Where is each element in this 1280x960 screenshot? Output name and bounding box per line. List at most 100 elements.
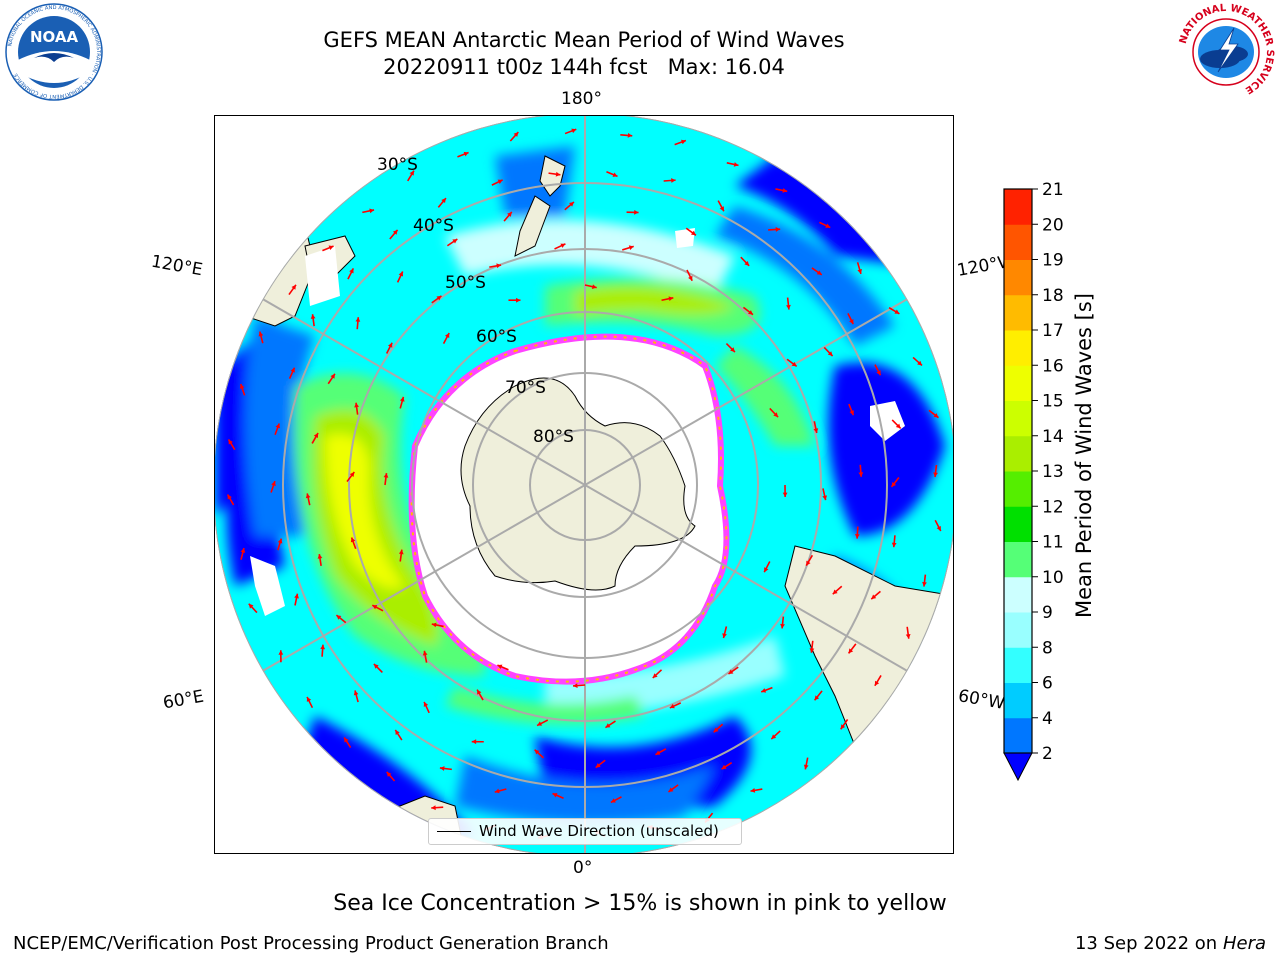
- map-legend: Wind Wave Direction (unscaled): [428, 818, 742, 845]
- colorbar-swatch: [1004, 647, 1032, 683]
- wind-wave-arrowhead: [854, 534, 860, 539]
- wind-wave-arrowhead: [291, 284, 296, 290]
- wind-wave-arrowhead: [569, 201, 574, 207]
- wind-wave-arrowhead: [441, 198, 446, 203]
- wind-wave-arrowhead: [728, 669, 734, 675]
- wind-wave-arrowhead: [349, 472, 355, 477]
- wind-wave-arrowhead: [271, 481, 276, 487]
- wind-wave-arrowhead: [813, 428, 819, 433]
- wind-wave-arrowhead: [353, 690, 359, 696]
- wind-wave-arrowhead: [444, 332, 450, 338]
- wind-wave-arrowhead: [399, 396, 405, 402]
- colorbar-tick-label: 8: [1042, 638, 1053, 658]
- footer-host: Hera: [1222, 933, 1266, 954]
- wind-wave-arrowhead: [764, 567, 769, 573]
- colorbar-swatch: [1004, 471, 1032, 507]
- wind-wave-arrowhead: [773, 412, 779, 418]
- colorbar-swatch: [1004, 506, 1032, 542]
- wind-wave-arrowhead: [806, 560, 811, 566]
- wind-wave-arrowhead: [354, 402, 359, 408]
- wind-wave-arrowhead: [933, 413, 939, 418]
- wind-wave-arrowhead: [652, 673, 658, 678]
- wind-wave-arrowhead: [832, 589, 838, 595]
- colorbar-swatch: [1004, 612, 1032, 648]
- map-frame: 30°S 40°S 50°S 60°S 70°S 80°S: [214, 115, 954, 854]
- legend-label: Wind Wave Direction (unscaled): [479, 822, 719, 840]
- wind-wave-arrowhead: [320, 644, 326, 650]
- wind-wave-arrowhead: [496, 263, 502, 269]
- wind-wave-arrowhead: [534, 749, 540, 755]
- wind-wave-arrowhead: [497, 664, 503, 670]
- polar-map: 30°S 40°S 50°S 60°S 70°S 80°S: [215, 116, 953, 853]
- colorbar-tick-label: 15: [1042, 392, 1064, 412]
- wind-wave-arrowhead: [310, 314, 316, 319]
- wind-wave-arrowhead: [344, 737, 349, 743]
- wind-wave-arrowhead: [227, 494, 232, 500]
- wind-wave-arrowhead: [791, 361, 797, 367]
- wind-wave-arrowhead: [775, 227, 781, 232]
- wind-wave-arrowhead: [894, 309, 900, 314]
- legend-line-swatch: [437, 831, 471, 832]
- wind-wave-arrowhead: [278, 650, 284, 655]
- wind-wave-arrowhead: [439, 766, 445, 771]
- lat-label-50s: 50°S: [445, 273, 486, 293]
- wind-wave-arrowhead: [917, 360, 923, 366]
- chart-title: GEFS MEAN Antarctic Mean Period of Wind …: [323, 28, 845, 52]
- wind-wave-arrowhead: [395, 729, 400, 735]
- wind-wave-arrowhead: [330, 373, 335, 379]
- colorbar-tick-label: 11: [1042, 533, 1064, 553]
- wind-wave-arrowhead: [591, 284, 597, 290]
- wind-wave-arrowhead: [816, 270, 822, 275]
- wind-wave-arrowhead: [671, 178, 676, 183]
- wind-wave-arrowhead: [294, 593, 299, 599]
- wind-wave-arrowhead: [513, 132, 519, 137]
- wind-wave-arrowhead: [497, 179, 503, 184]
- wind-wave-arrowhead: [248, 603, 254, 609]
- wind-wave-arrowhead: [825, 223, 831, 228]
- wind-wave-arrowhead: [822, 495, 827, 501]
- lon-label-120e: 120°E: [149, 251, 205, 281]
- wind-wave-arrowhead: [612, 172, 618, 177]
- lon-label-60e: 60°E: [161, 686, 206, 714]
- colorbar-tick-label: 2: [1042, 744, 1053, 764]
- wind-wave-arrowhead: [688, 275, 693, 281]
- chart-subtitle: 20220911 t00z 144h fcst Max: 16.04: [383, 55, 785, 79]
- wind-wave-arrowhead: [730, 347, 735, 353]
- wind-wave-arrowhead: [349, 268, 354, 274]
- wind-wave-arrowhead: [313, 432, 319, 438]
- wind-wave-arrowhead: [392, 229, 398, 235]
- wind-wave-arrowhead: [328, 245, 334, 250]
- wind-wave-arrowhead: [782, 188, 788, 193]
- wind-wave-arrowhead: [733, 162, 739, 167]
- noaa-logo: NOAA NATIONAL OCEANIC AND ATMOSPHERIC AD…: [5, 3, 103, 101]
- wind-wave-arrowhead: [387, 342, 393, 348]
- noaa-logo-text: NOAA: [30, 28, 79, 46]
- colorbar-tick-label: 17: [1042, 321, 1064, 341]
- colorbar-tick-label: 13: [1042, 462, 1064, 482]
- wind-wave-arrowhead: [431, 622, 437, 628]
- wind-wave-arrowhead: [809, 648, 815, 653]
- antarctica-land: [460, 377, 696, 591]
- wind-wave-arrowhead: [895, 423, 901, 429]
- wind-wave-arrowhead: [560, 243, 566, 248]
- wind-wave-arrowhead: [858, 472, 864, 477]
- wind-wave-arrowhead: [431, 805, 436, 811]
- wind-wave-arrowhead: [669, 703, 675, 709]
- colorbar-tick-label: 20: [1042, 215, 1064, 235]
- wind-wave-arrowhead: [655, 750, 661, 755]
- wind-wave-arrowhead: [516, 297, 521, 303]
- wind-wave-arrowhead: [573, 683, 578, 688]
- wind-wave-arrowhead: [398, 549, 404, 555]
- colorbar-swatch: [1004, 224, 1032, 260]
- lat-label-60s: 60°S: [476, 327, 517, 347]
- wind-wave-arrowhead: [422, 650, 428, 656]
- colorbar-under-triangle: [1003, 752, 1033, 782]
- wind-wave-arrowhead: [744, 261, 750, 266]
- colorbar-tick-label: 16: [1042, 356, 1064, 376]
- wind-wave-arrowhead: [721, 764, 727, 770]
- wind-wave-arrowhead: [771, 734, 777, 740]
- lat-label-40s: 40°S: [413, 216, 454, 236]
- wind-wave-arrowhead: [803, 764, 809, 770]
- colorbar-tick-label: 12: [1042, 497, 1064, 517]
- wind-wave-arrowhead: [891, 542, 897, 548]
